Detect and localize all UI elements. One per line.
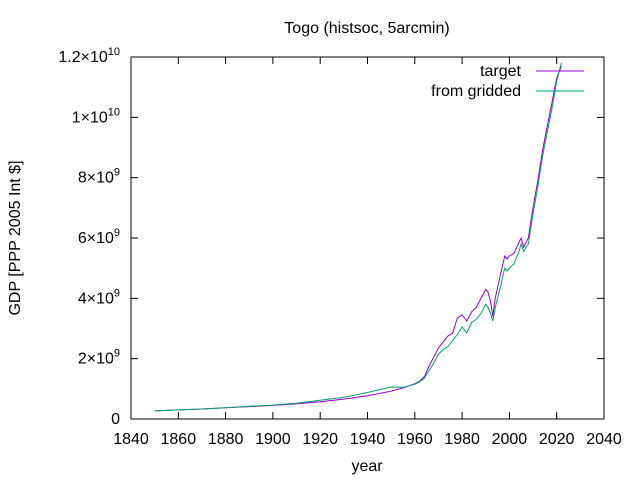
x-axis-label: year [351,458,383,475]
y-tick-label: 1×1010 [72,106,120,126]
y-tick-label: 4×109 [78,287,120,307]
x-tick-label: 1880 [208,431,244,448]
y-tick-label: 1.2×1010 [58,46,120,66]
legend-label: from gridded [431,83,521,100]
x-tick-label: 1960 [397,431,433,448]
plot-frame [130,56,605,420]
x-tick-label: 2020 [539,431,575,448]
y-tick-label: 8×109 [78,167,120,187]
chart-title: Togo (histsoc, 5arcmin) [284,20,449,37]
x-tick-label: 1920 [302,431,338,448]
x-tick-label: 1980 [444,431,480,448]
x-tick-label: 2040 [586,431,622,448]
legend-label: target [480,63,521,80]
y-tick-label: 6×109 [78,227,120,247]
legend: target from gridded [431,63,584,100]
y-axis-ticks: 0 2×109 4×109 6×109 8×109 1×1010 1.2×1010 [58,46,604,428]
x-tick-label: 1940 [350,431,386,448]
series-lines [154,62,562,412]
x-tick-label: 1860 [161,431,197,448]
y-tick-label: 2×109 [78,348,120,368]
series-line-from-gridded [154,62,562,412]
x-tick-label: 1840 [113,431,149,448]
y-axis-label: GDP [PPP 2005 Int $] [7,160,24,315]
x-tick-label: 2000 [492,431,528,448]
x-axis-ticks: 1840 1860 1880 1900 1920 1940 1960 1980 2000 2020… [113,57,622,448]
x-tick-label: 1900 [255,431,291,448]
series-line-target [154,65,562,412]
y-tick-label: 0 [111,411,120,428]
